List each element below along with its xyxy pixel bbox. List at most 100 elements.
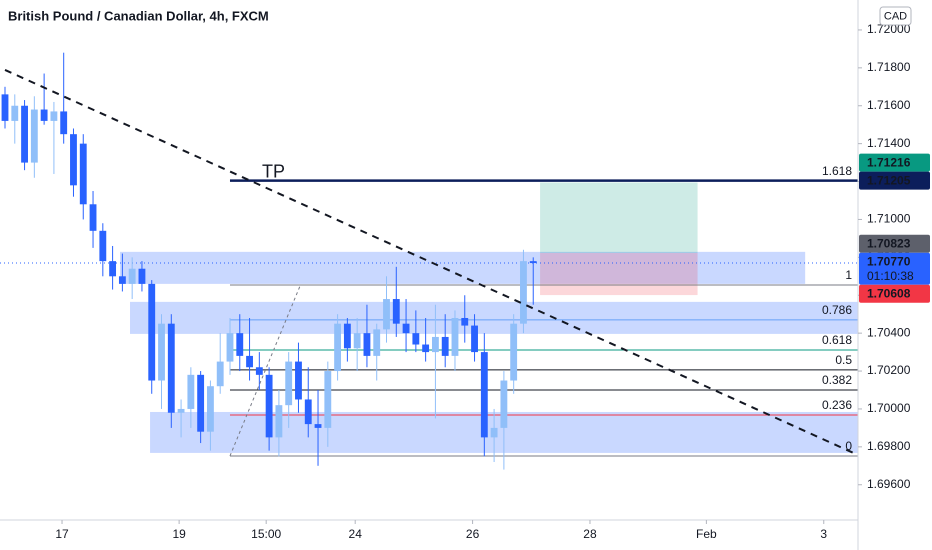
candle-body	[480, 352, 488, 438]
y-tick-label: 1.71600	[867, 98, 911, 112]
candle-body	[383, 299, 390, 330]
candle-body	[324, 371, 332, 428]
chart-title: British Pound / Canadian Dollar, 4h, FXC…	[8, 8, 269, 23]
candle-body	[275, 405, 283, 438]
y-tick-label: 1.69600	[867, 477, 911, 491]
candle-body	[128, 268, 136, 284]
fib-label: 0.618	[822, 333, 852, 347]
candle-body	[520, 261, 527, 324]
candle-body	[529, 261, 537, 264]
candle-body	[206, 386, 214, 432]
plot-area: 1.618 1 0.786 0.618 0.5 0.382 0.236 0 TP	[0, 52, 858, 470]
candle-body	[148, 283, 156, 381]
zone	[130, 301, 858, 334]
candle-body	[402, 323, 410, 334]
price-tag-label: 1.71205	[867, 173, 911, 187]
candle-body	[216, 361, 224, 387]
price-tag-countdown: 01:10:38	[867, 269, 914, 283]
fib-label: 0.5	[835, 353, 852, 367]
candle-body	[422, 344, 430, 353]
price-tag	[859, 252, 930, 285]
price-tag-label: 1.71216	[867, 155, 911, 169]
candle-body	[109, 261, 117, 277]
candle-body	[314, 424, 322, 428]
x-tick-label: 28	[583, 527, 597, 541]
candle-body	[21, 105, 28, 163]
candle-body	[431, 336, 439, 353]
fib-label: 0.786	[822, 303, 852, 317]
stop-zone	[540, 252, 698, 296]
price-tag-label: 1.70608	[867, 286, 911, 300]
candle-body	[11, 105, 19, 121]
fib-label: 0.382	[822, 373, 852, 387]
y-tick-label: 1.69800	[867, 439, 911, 453]
candle-body	[510, 323, 518, 381]
candle-body	[471, 325, 478, 353]
candle-body	[60, 111, 68, 135]
candle-body	[226, 333, 234, 362]
y-tick-label: 1.72000	[867, 22, 911, 36]
candle-body	[1, 94, 9, 121]
y-tick-label: 1.70200	[867, 363, 911, 377]
candle-body	[167, 323, 175, 413]
x-tick-label: Feb	[696, 527, 717, 541]
x-tick-label: 19	[172, 527, 186, 541]
candle-body	[177, 408, 185, 413]
candle-body	[197, 374, 205, 432]
candle-body	[343, 323, 351, 349]
fib-label: 0.236	[822, 398, 852, 412]
y-tick-label: 1.71000	[867, 212, 911, 226]
zone	[120, 251, 806, 284]
y-tick-label: 1.70400	[867, 325, 911, 339]
candle-body	[451, 317, 459, 356]
currency-box[interactable]	[879, 6, 912, 26]
candle-body	[461, 317, 469, 326]
candle-body	[304, 399, 312, 425]
fib-label: 1	[845, 268, 852, 282]
tp-label: TP	[262, 161, 285, 181]
candle-body	[99, 230, 107, 262]
candle-body	[441, 336, 449, 356]
price-tag-label: 1.70823	[867, 236, 911, 250]
candle-body	[353, 333, 361, 349]
candle-body	[89, 204, 97, 231]
currency-label[interactable]: CAD	[884, 10, 907, 22]
candle-body	[138, 268, 146, 284]
y-tick-label: 1.71800	[867, 60, 911, 74]
candle-body	[50, 111, 58, 121]
axes: 1.720001.718001.716001.714001.712001.710…	[55, 22, 930, 541]
candle-body	[30, 109, 38, 163]
x-tick-label: 24	[349, 527, 363, 541]
price-tag	[859, 234, 930, 253]
candle-body	[40, 109, 48, 121]
candle-body	[373, 329, 381, 356]
x-tick-label: 3	[820, 527, 827, 541]
candle-body	[246, 355, 253, 368]
candle-body	[285, 361, 293, 406]
candle-body	[392, 299, 400, 324]
candle-body	[187, 374, 195, 409]
candle-body	[363, 333, 371, 356]
fib-label: 0	[845, 439, 852, 453]
candle-body	[295, 361, 302, 400]
trend-line	[229, 284, 301, 457]
candle-body	[412, 333, 420, 345]
price-tag-label: 1.70770	[867, 254, 911, 268]
price-tag	[859, 171, 930, 190]
candle-body	[236, 333, 244, 356]
price-tag	[859, 153, 930, 172]
candle-body	[70, 134, 77, 186]
candle-body	[490, 427, 498, 438]
x-tick-label: 17	[55, 527, 69, 541]
profit-zone	[540, 182, 698, 253]
price-tag	[859, 284, 930, 303]
x-tick-label: 15:00	[251, 527, 281, 541]
candle-body	[118, 276, 126, 284]
candle-body	[500, 380, 508, 428]
y-tick-label: 1.70000	[867, 401, 911, 415]
candle-body	[334, 323, 342, 372]
y-tick-label: 1.71400	[867, 136, 911, 150]
